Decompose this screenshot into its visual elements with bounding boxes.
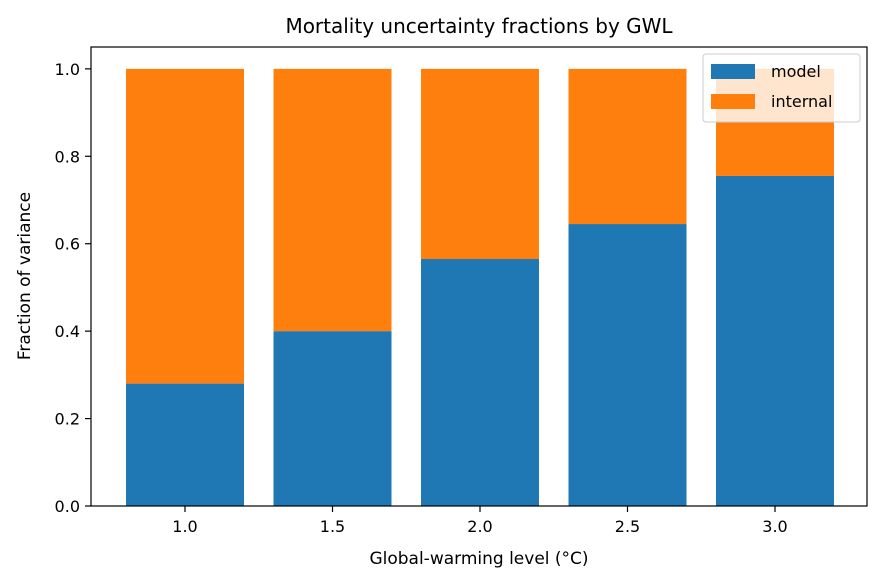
bar-model-2.0 xyxy=(421,259,539,506)
y-tick-label: 0.8 xyxy=(55,147,80,166)
legend-swatch-model xyxy=(711,64,755,79)
legend: model internal xyxy=(702,53,861,123)
y-tick-label: 0.6 xyxy=(55,235,80,254)
bar-internal-2.0 xyxy=(421,68,539,260)
bar-model-2.5 xyxy=(568,224,687,507)
x-tick-label: 1.5 xyxy=(320,517,345,536)
y-tick-label: 0.0 xyxy=(55,497,80,516)
y-tick-label: 0.4 xyxy=(55,322,80,341)
bar-model-1.5 xyxy=(273,331,392,506)
plot-frame xyxy=(90,46,868,507)
bar-internal-2.5 xyxy=(568,68,687,225)
x-axis: 1.0 1.5 2.0 2.5 3.0 xyxy=(172,506,788,536)
bars-group xyxy=(126,68,834,507)
x-tick-label: 2.0 xyxy=(467,517,492,536)
x-axis-label: Global-warming level (°C) xyxy=(369,549,588,569)
y-tick-label: 0.2 xyxy=(55,410,80,429)
bar-model-3.0 xyxy=(716,175,834,506)
x-tick-label: 1.0 xyxy=(172,517,197,536)
y-axis-label: Fraction of variance xyxy=(15,192,35,360)
bar-internal-1.0 xyxy=(126,68,244,384)
chart-title: Mortality uncertainty fractions by GWL xyxy=(285,14,673,38)
bar-internal-1.5 xyxy=(273,68,392,332)
y-tick-label: 1.0 xyxy=(55,60,80,79)
legend-label-model: model xyxy=(771,62,821,81)
y-axis: 0.0 0.2 0.4 0.6 0.8 1.0 xyxy=(55,60,91,516)
legend-label-internal: internal xyxy=(771,92,832,111)
legend-swatch-internal xyxy=(711,94,755,109)
x-tick-label: 2.5 xyxy=(615,517,640,536)
x-tick-label: 3.0 xyxy=(762,517,787,536)
bar-model-1.0 xyxy=(126,383,244,506)
